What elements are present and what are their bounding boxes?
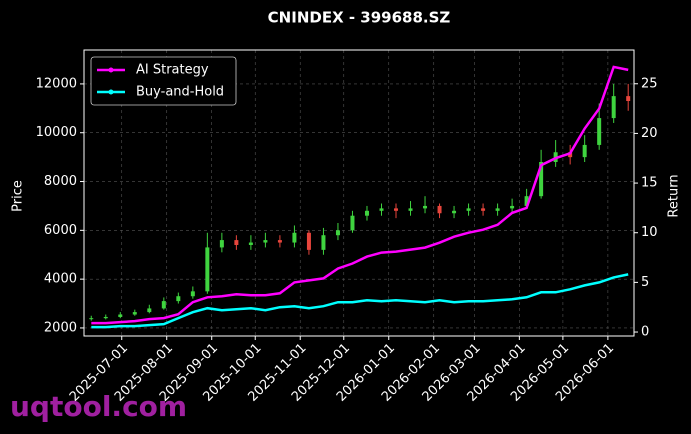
legend-frame xyxy=(90,56,237,106)
line-series xyxy=(91,273,629,329)
candle-body xyxy=(161,301,166,309)
candle-body xyxy=(379,208,384,211)
candle-body xyxy=(263,240,268,243)
y-tick-label: 10000 xyxy=(36,125,77,140)
candle-body xyxy=(466,208,471,211)
candle-body xyxy=(277,240,282,243)
y2-tick-label: 10 xyxy=(641,225,658,240)
candle-body xyxy=(147,308,152,313)
y-tick-label: 6000 xyxy=(44,223,77,238)
candle-body xyxy=(364,210,369,216)
candle-body xyxy=(234,240,239,245)
candle-body xyxy=(394,208,399,211)
y2-tick-label: 25 xyxy=(641,76,658,91)
legend: AI Strategy Buy-and-Hold xyxy=(90,56,237,106)
chart-title: CNINDEX - 399688.SZ xyxy=(268,9,451,27)
candle-body xyxy=(510,205,515,209)
candle-body xyxy=(582,144,587,158)
candle-body xyxy=(219,240,224,248)
y-tick-label: 12000 xyxy=(36,76,77,91)
watermark: uqtool.com xyxy=(10,390,187,423)
legend-label: Buy-and-Hold xyxy=(136,85,224,100)
candle-body xyxy=(103,316,108,319)
candle-body xyxy=(205,247,210,292)
candle-body xyxy=(408,208,413,211)
candle-body xyxy=(248,242,253,245)
candle-body xyxy=(568,152,573,158)
candle-body xyxy=(481,208,486,211)
y-tick-label: 2000 xyxy=(44,320,77,335)
y-axis-label: Price xyxy=(11,180,26,212)
candle-body xyxy=(190,291,195,297)
legend-marker xyxy=(108,67,114,73)
line-series xyxy=(91,65,629,325)
candle-body xyxy=(626,96,631,102)
y-tick-label: 4000 xyxy=(44,272,77,287)
y2-tick-label: 5 xyxy=(641,275,649,290)
candle-body xyxy=(495,208,500,211)
y2-tick-label: 0 xyxy=(641,325,649,340)
legend-marker xyxy=(108,89,114,95)
candle-body xyxy=(524,196,529,206)
candle-body xyxy=(350,215,355,231)
candle-body xyxy=(306,232,311,250)
candle-body xyxy=(423,205,428,209)
y2-tick-label: 15 xyxy=(641,176,658,191)
plot-frame xyxy=(83,49,635,337)
candle-body xyxy=(611,96,616,119)
candle-body xyxy=(437,205,442,214)
candle-body xyxy=(539,162,544,197)
candle-body xyxy=(89,318,94,320)
candle-body xyxy=(452,210,457,214)
candle-body xyxy=(118,314,123,317)
candle-body xyxy=(335,230,340,236)
y2-axis-label: Return xyxy=(667,174,682,217)
candle-body xyxy=(292,232,297,243)
candle-body xyxy=(597,118,602,145)
candle-body xyxy=(132,312,137,315)
y-tick-label: 8000 xyxy=(44,174,77,189)
y2-tick-label: 20 xyxy=(641,126,658,141)
candle-body xyxy=(321,235,326,250)
candle-body xyxy=(176,296,181,302)
legend-label: AI Strategy xyxy=(136,63,209,78)
